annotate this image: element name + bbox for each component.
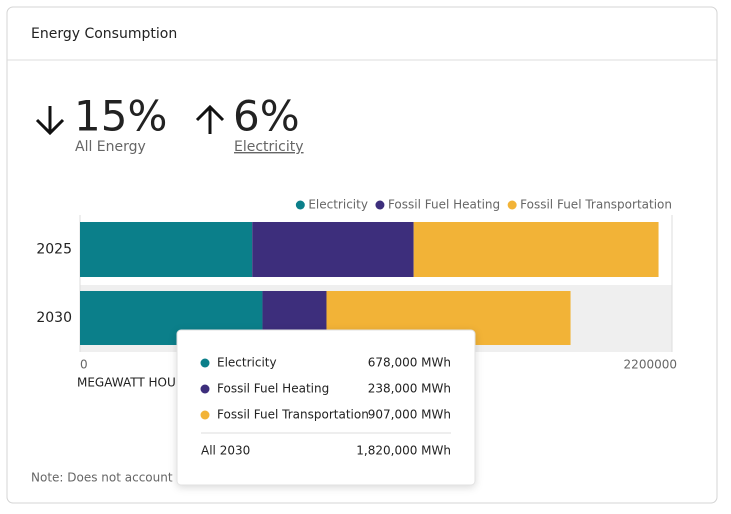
card-title: Energy Consumption	[31, 26, 177, 42]
legend-label: Fossil Fuel Transportation	[520, 198, 672, 212]
tooltip-box	[176, 329, 476, 486]
y-tick-label: 2025	[36, 242, 72, 258]
tooltip-value: 678,000 MWh	[368, 356, 451, 370]
tooltip: All 2030 1,820,000 MWh Electricity 678,00…	[176, 329, 476, 486]
tooltip-dot	[200, 410, 210, 420]
tooltip-value: 238,000 MWh	[368, 382, 451, 396]
tooltip-total: 1,820,000 MWh	[356, 444, 451, 458]
legend-label: Electricity	[308, 198, 368, 212]
note: Note: Does not account for	[31, 471, 193, 485]
kpi-label: All Energy	[75, 139, 146, 155]
legend-label: Fossil Fuel Heating	[388, 198, 500, 212]
arrow-up	[195, 104, 225, 134]
kpi-value: 6%	[233, 92, 300, 141]
x-tick-label: 0	[80, 358, 88, 372]
legend-dot	[295, 200, 305, 210]
bar-segment	[413, 222, 659, 277]
tooltip-value: 907,000 MWh	[368, 408, 451, 422]
tooltip-dot	[200, 358, 210, 368]
bar-segment	[252, 222, 414, 277]
y-tick-label: 2030	[36, 310, 72, 326]
bar-segment	[80, 222, 253, 277]
tooltip-name: Electricity	[217, 356, 277, 370]
x-tick-label: 2200000	[624, 358, 677, 372]
tooltip-name: Fossil Fuel Heating	[217, 382, 329, 396]
tooltip-dot	[200, 384, 210, 394]
kpi-value: 15%	[74, 92, 167, 141]
kpi-label[interactable]: Electricity	[234, 139, 304, 155]
x-axis-title: MEGAWATT HOURS	[77, 376, 192, 390]
tooltip-total-label: All 2030	[201, 444, 250, 458]
tooltip-name: Fossil Fuel Transportation	[217, 408, 369, 422]
legend-dot	[507, 200, 517, 210]
arrow-down	[35, 106, 65, 136]
legend-dot	[375, 200, 385, 210]
